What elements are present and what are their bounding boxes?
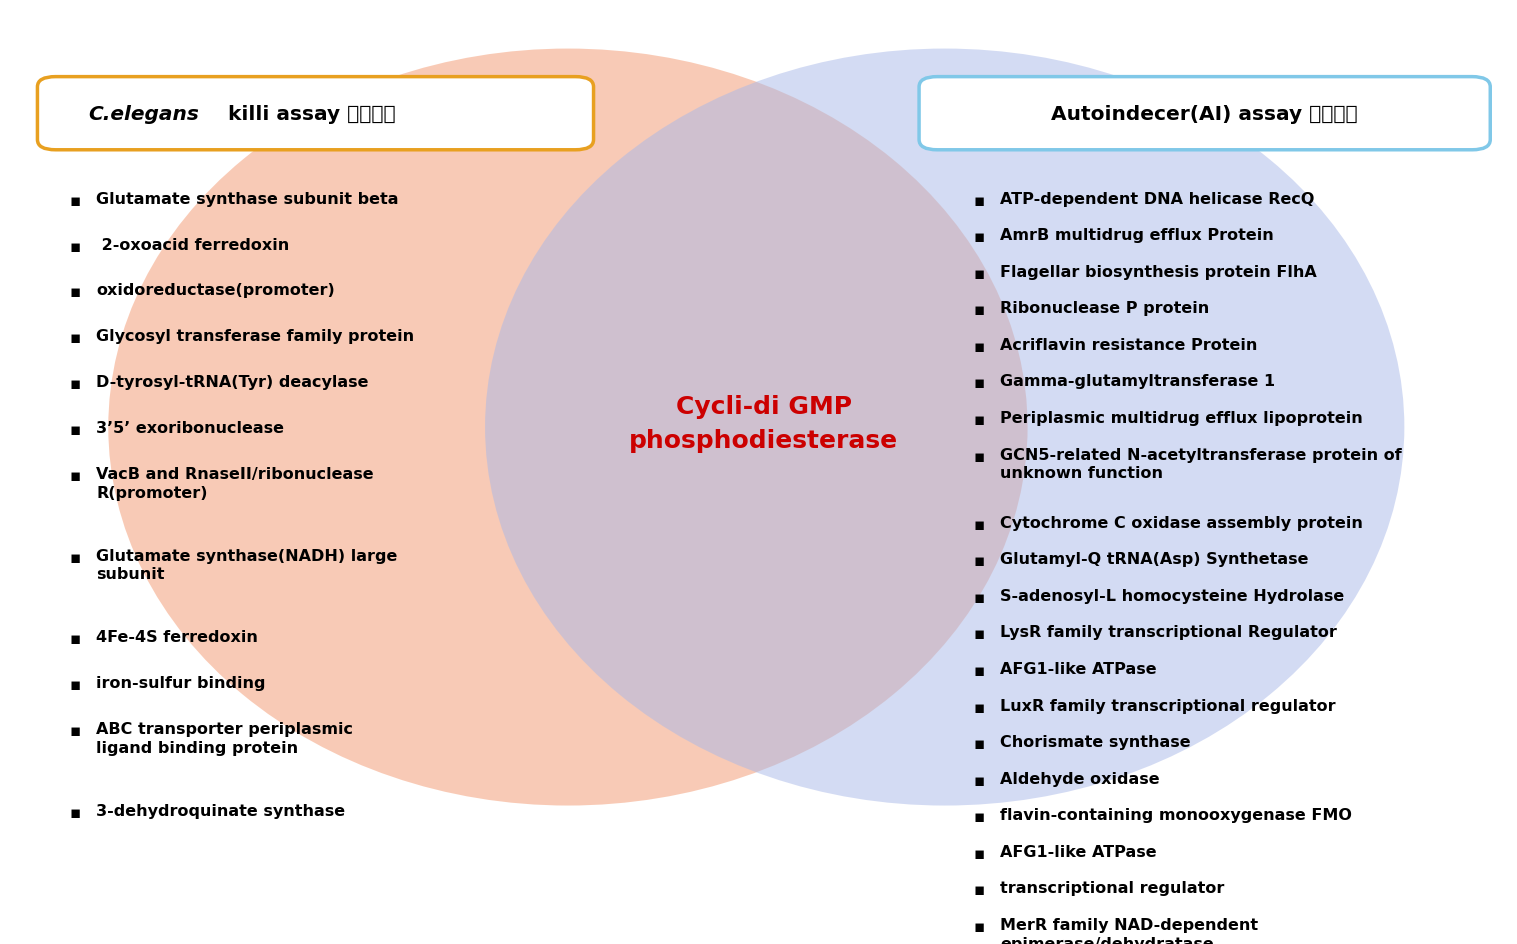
- Text: C.elegans: C.elegans: [88, 105, 200, 124]
- Text: Aldehyde oxidase: Aldehyde oxidase: [1000, 771, 1161, 785]
- Text: ▪: ▪: [974, 411, 985, 429]
- Text: ▪: ▪: [974, 588, 985, 606]
- Text: AFG1-like ATPase: AFG1-like ATPase: [1000, 661, 1157, 676]
- Text: LysR family transcriptional Regulator: LysR family transcriptional Regulator: [1000, 625, 1338, 640]
- Text: MerR family NAD-dependent
epimerase/dehydratase: MerR family NAD-dependent epimerase/dehy…: [1000, 917, 1259, 944]
- Text: ▪: ▪: [70, 721, 80, 739]
- Text: ▪: ▪: [70, 283, 80, 301]
- Text: ▪: ▪: [70, 237, 80, 255]
- Text: ▪: ▪: [70, 192, 80, 210]
- Text: Cycli-di GMP
phosphodiesterase: Cycli-di GMP phosphodiesterase: [630, 395, 898, 452]
- Ellipse shape: [108, 49, 1027, 805]
- Text: ▪: ▪: [974, 447, 985, 465]
- Text: Glycosyl transferase family protein: Glycosyl transferase family protein: [96, 329, 414, 344]
- Text: Periplasmic multidrug efflux lipoprotein: Periplasmic multidrug efflux lipoprotein: [1000, 411, 1364, 426]
- Text: ▪: ▪: [974, 301, 985, 319]
- Text: Chorismate synthase: Chorismate synthase: [1000, 734, 1191, 750]
- Text: AFG1-like ATPase: AFG1-like ATPase: [1000, 844, 1157, 859]
- Text: ▪: ▪: [70, 466, 80, 484]
- Text: GCN5-related N-acetyltransferase protein of
unknown function: GCN5-related N-acetyltransferase protein…: [1000, 447, 1402, 480]
- Text: ▪: ▪: [974, 264, 985, 282]
- Text: transcriptional regulator: transcriptional regulator: [1000, 881, 1224, 896]
- Text: ▪: ▪: [70, 548, 80, 566]
- Text: killi assay 스크리닝: killi assay 스크리닝: [221, 105, 396, 124]
- Text: Autoindecer(AI) assay 스크리닝: Autoindecer(AI) assay 스크리닝: [1051, 105, 1358, 124]
- Text: flavin-containing monooxygenase FMO: flavin-containing monooxygenase FMO: [1000, 807, 1352, 822]
- Text: Acriflavin resistance Protein: Acriflavin resistance Protein: [1000, 338, 1258, 352]
- Text: 4Fe-4S ferredoxin: 4Fe-4S ferredoxin: [96, 630, 258, 645]
- Text: ▪: ▪: [70, 329, 80, 347]
- Text: LuxR family transcriptional regulator: LuxR family transcriptional regulator: [1000, 698, 1336, 713]
- Text: ▪: ▪: [974, 228, 985, 245]
- Text: ▪: ▪: [70, 630, 80, 648]
- Text: ▪: ▪: [70, 421, 80, 439]
- Text: ▪: ▪: [974, 844, 985, 862]
- Text: ▪: ▪: [974, 192, 985, 210]
- Text: ▪: ▪: [974, 515, 985, 533]
- Text: Flagellar biosynthesis protein FlhA: Flagellar biosynthesis protein FlhA: [1000, 264, 1317, 279]
- Text: ▪: ▪: [974, 698, 985, 716]
- Text: 3-dehydroquinate synthase: 3-dehydroquinate synthase: [96, 803, 346, 818]
- Text: ▪: ▪: [974, 734, 985, 752]
- Text: Glutamate synthase subunit beta: Glutamate synthase subunit beta: [96, 192, 399, 207]
- Text: ▪: ▪: [70, 803, 80, 821]
- Text: ▪: ▪: [70, 676, 80, 694]
- Text: iron-sulfur binding: iron-sulfur binding: [96, 676, 265, 691]
- Text: ▪: ▪: [974, 917, 985, 935]
- Text: D-tyrosyl-tRNA(Tyr) deacylase: D-tyrosyl-tRNA(Tyr) deacylase: [96, 375, 369, 390]
- Text: oxidoreductase(promoter): oxidoreductase(promoter): [96, 283, 335, 298]
- Text: ▪: ▪: [974, 661, 985, 680]
- Text: ▪: ▪: [70, 375, 80, 393]
- Text: ▪: ▪: [974, 625, 985, 643]
- Text: ▪: ▪: [974, 807, 985, 825]
- Text: ▪: ▪: [974, 551, 985, 569]
- Text: AmrB multidrug efflux Protein: AmrB multidrug efflux Protein: [1000, 228, 1274, 243]
- FancyBboxPatch shape: [919, 77, 1490, 151]
- Text: ▪: ▪: [974, 771, 985, 789]
- Text: Cytochrome C oxidase assembly protein: Cytochrome C oxidase assembly protein: [1000, 515, 1364, 531]
- Ellipse shape: [485, 49, 1405, 805]
- Text: ▪: ▪: [974, 374, 985, 392]
- Text: Glutamyl-Q tRNA(Asp) Synthetase: Glutamyl-Q tRNA(Asp) Synthetase: [1000, 551, 1309, 566]
- Text: Ribonuclease P protein: Ribonuclease P protein: [1000, 301, 1209, 316]
- Text: 2-oxoacid ferredoxin: 2-oxoacid ferredoxin: [96, 237, 290, 252]
- Text: Gamma-glutamyltransferase 1: Gamma-glutamyltransferase 1: [1000, 374, 1276, 389]
- Text: S-adenosyl-L homocysteine Hydrolase: S-adenosyl-L homocysteine Hydrolase: [1000, 588, 1344, 603]
- Text: VacB and RnaseII/ribonuclease
R(promoter): VacB and RnaseII/ribonuclease R(promoter…: [96, 466, 373, 500]
- Text: Glutamate synthase(NADH) large
subunit: Glutamate synthase(NADH) large subunit: [96, 548, 397, 582]
- Text: ▪: ▪: [974, 338, 985, 356]
- Text: ABC transporter periplasmic
ligand binding protein: ABC transporter periplasmic ligand bindi…: [96, 721, 353, 755]
- Text: ATP-dependent DNA helicase RecQ: ATP-dependent DNA helicase RecQ: [1000, 192, 1315, 207]
- FancyBboxPatch shape: [38, 77, 593, 151]
- Text: 3’5’ exoribonuclease: 3’5’ exoribonuclease: [96, 421, 284, 436]
- Text: ▪: ▪: [974, 881, 985, 899]
